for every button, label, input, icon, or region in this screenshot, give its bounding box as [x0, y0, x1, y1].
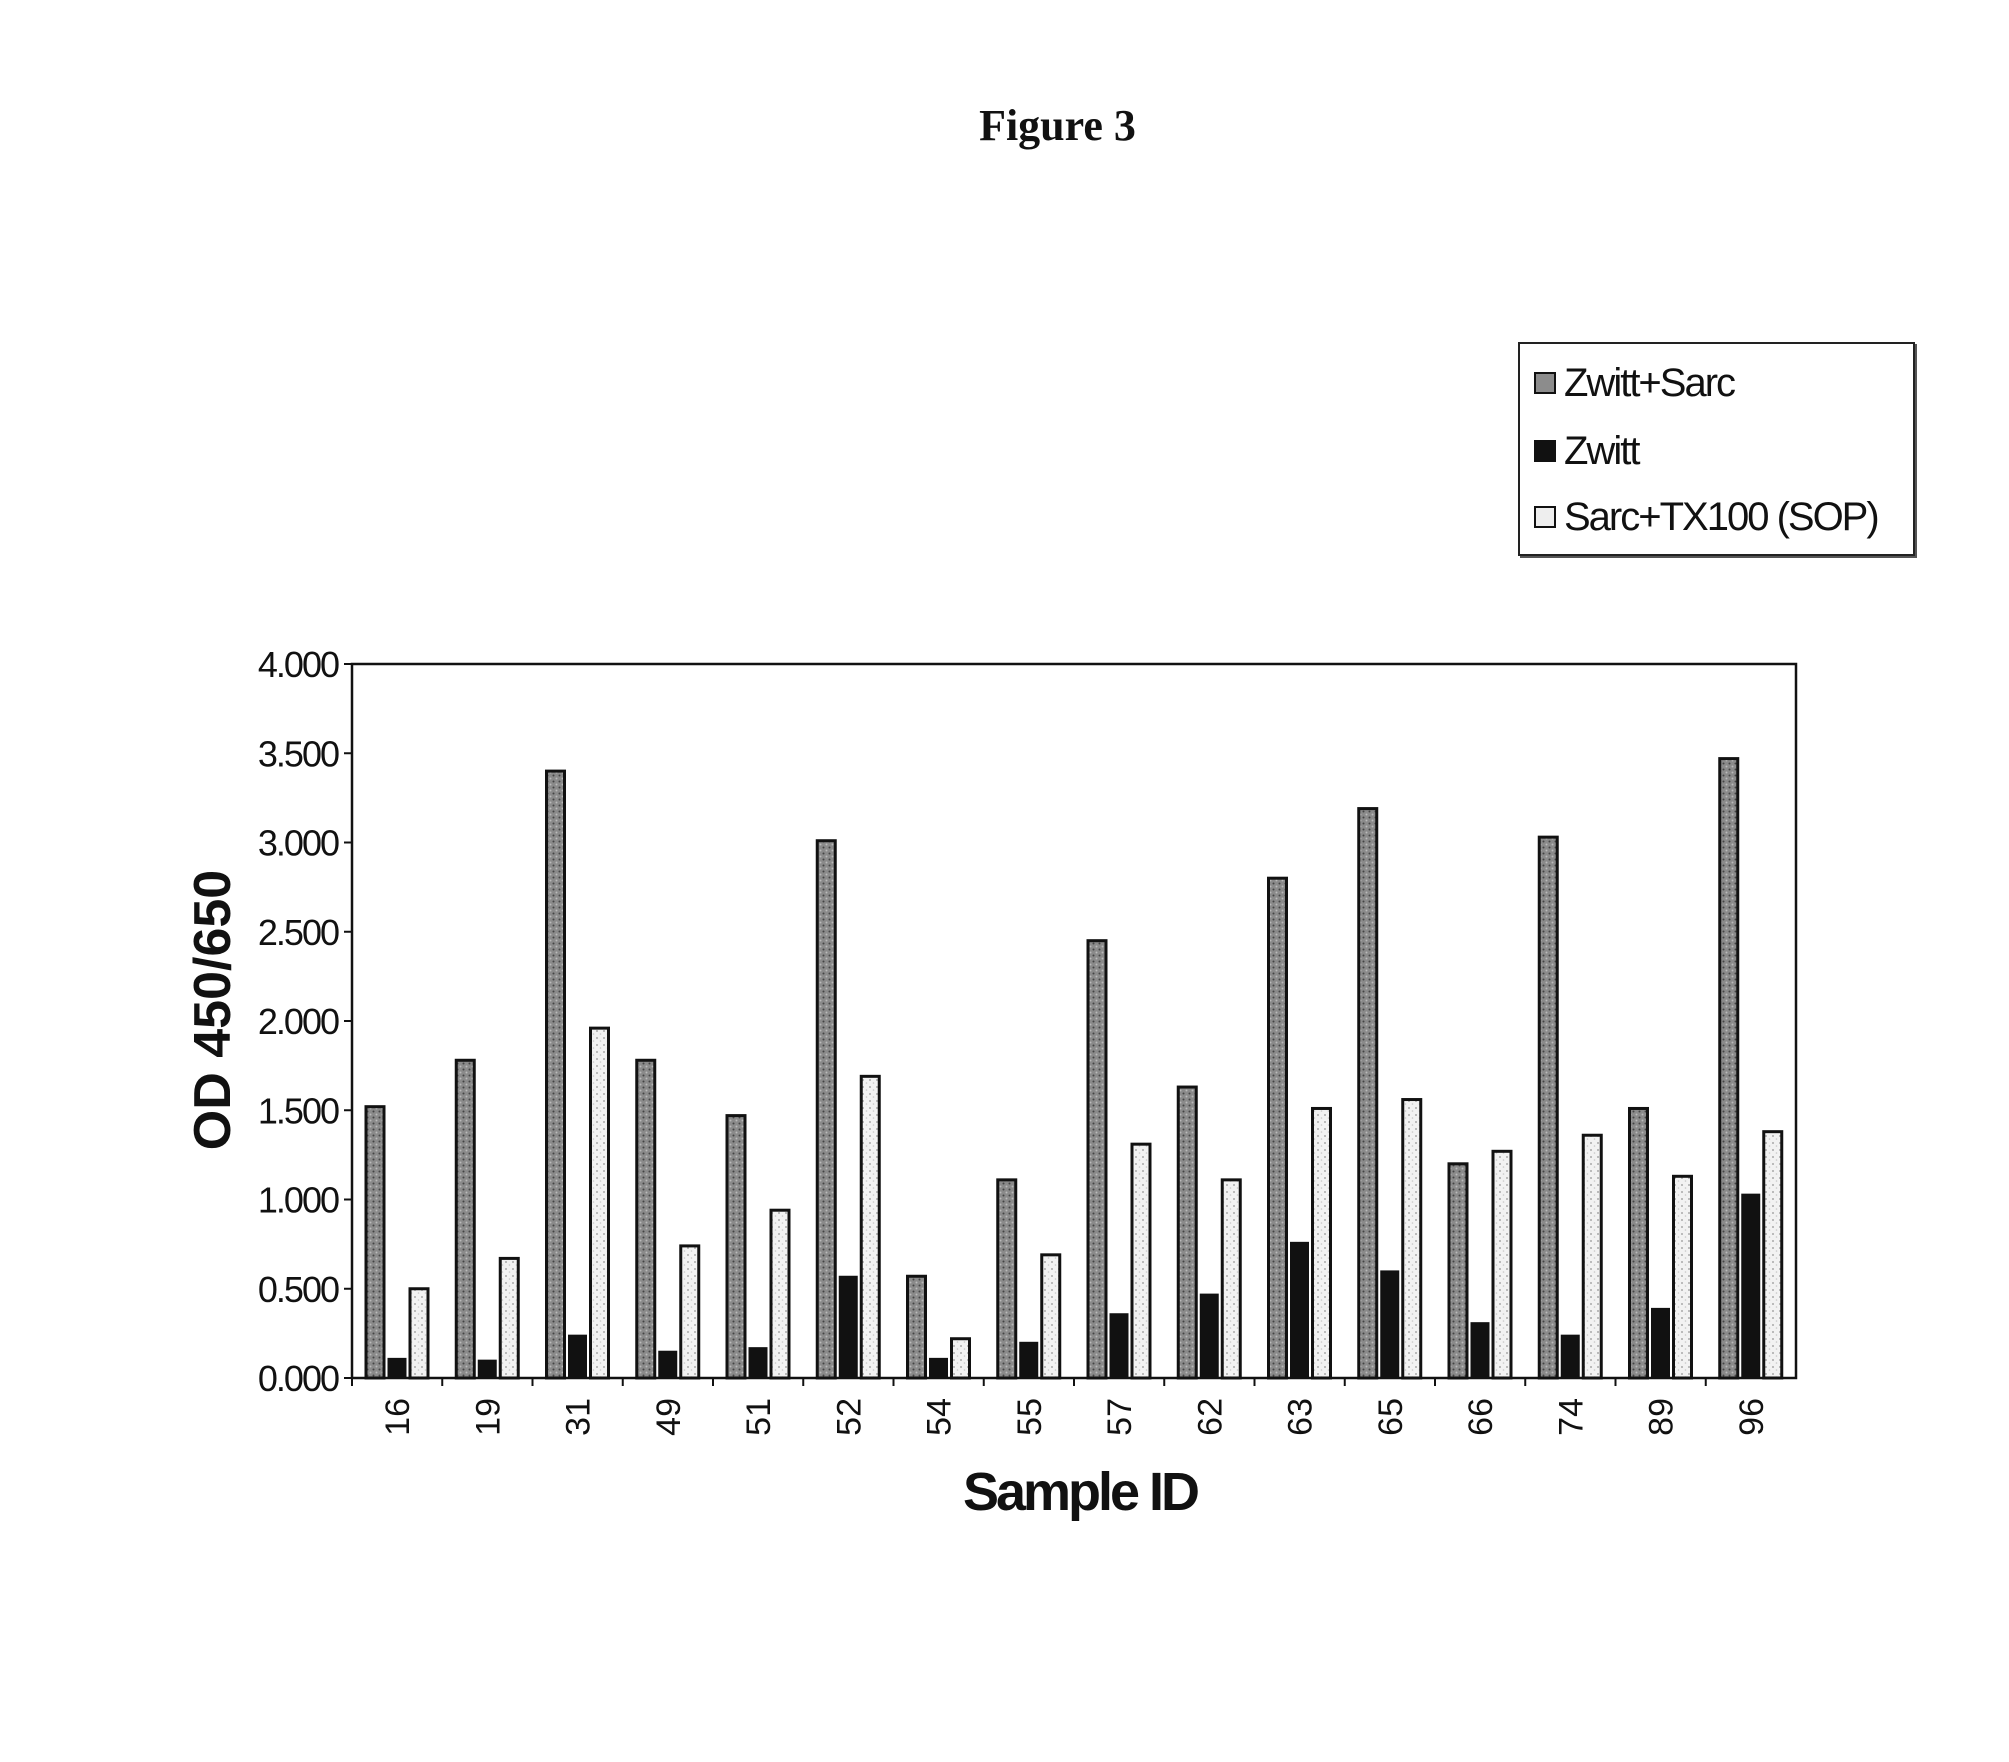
- bar-zwitt-sarc-55: [998, 1180, 1016, 1378]
- bar-zwitt-62: [1200, 1294, 1218, 1378]
- bar-zwitt-sarc-96: [1720, 759, 1738, 1378]
- bar-zwitt-sarc-66: [1449, 1164, 1467, 1378]
- bar-zwitt-52: [839, 1276, 857, 1378]
- bar-sarc-tx100-sop-89: [1674, 1176, 1692, 1378]
- bar-zwitt-57: [1110, 1314, 1128, 1378]
- bar-zwitt-sarc-89: [1630, 1108, 1648, 1378]
- bar-zwitt-54: [930, 1358, 948, 1378]
- bar-zwitt-sarc-62: [1178, 1087, 1196, 1378]
- bar-sarc-tx100-sop-57: [1132, 1144, 1150, 1378]
- x-tick-label-31: 31: [560, 1398, 598, 1436]
- plot-area-frame: [352, 664, 1796, 1378]
- x-tick-label-16: 16: [379, 1398, 417, 1436]
- bar-zwitt-63: [1291, 1242, 1309, 1378]
- bar-sarc-tx100-sop-66: [1493, 1151, 1511, 1378]
- bar-zwitt-sarc-51: [727, 1116, 745, 1378]
- y-tick-label: 0.000: [258, 1358, 339, 1399]
- x-tick-label-74: 74: [1552, 1398, 1590, 1436]
- bar-sarc-tx100-sop-19: [500, 1258, 518, 1378]
- bar-zwitt-19: [478, 1360, 496, 1378]
- bar-zwitt-sarc-49: [637, 1060, 655, 1378]
- y-tick-label: 2.000: [258, 1001, 339, 1042]
- bar-zwitt-89: [1652, 1308, 1670, 1378]
- bar-sarc-tx100-sop-52: [861, 1076, 879, 1378]
- y-tick-label: 1.000: [258, 1180, 339, 1221]
- bar-zwitt-sarc-65: [1359, 809, 1377, 1378]
- y-tick-label: 3.500: [258, 733, 339, 774]
- x-tick-label-19: 19: [469, 1398, 507, 1436]
- y-tick-label: 0.500: [258, 1269, 339, 1310]
- bar-zwitt-31: [569, 1335, 587, 1378]
- bar-sarc-tx100-sop-74: [1583, 1135, 1601, 1378]
- bar-zwitt-sarc-74: [1539, 837, 1557, 1378]
- bar-sarc-tx100-sop-96: [1764, 1132, 1782, 1378]
- x-tick-label-52: 52: [830, 1398, 868, 1436]
- bar-zwitt-49: [659, 1351, 677, 1378]
- x-axis-title: Sample ID: [963, 1462, 1198, 1522]
- bar-sarc-tx100-sop-31: [591, 1028, 609, 1378]
- bar-sarc-tx100-sop-55: [1042, 1255, 1060, 1378]
- x-tick-label-65: 65: [1372, 1398, 1410, 1436]
- x-tick-label-66: 66: [1462, 1398, 1500, 1436]
- bar-zwitt-sarc-19: [456, 1060, 474, 1378]
- bar-zwitt-sarc-31: [547, 771, 565, 1378]
- bar-zwitt-66: [1471, 1323, 1489, 1378]
- y-tick-label: 3.000: [258, 823, 339, 864]
- x-tick-label-89: 89: [1643, 1398, 1681, 1436]
- bar-zwitt-16: [388, 1358, 406, 1378]
- bar-zwitt-55: [1020, 1342, 1038, 1378]
- x-tick-label-63: 63: [1282, 1398, 1320, 1436]
- bar-zwitt-96: [1742, 1194, 1760, 1378]
- bar-sarc-tx100-sop-65: [1403, 1100, 1421, 1378]
- x-tick-label-54: 54: [921, 1398, 959, 1436]
- bar-sarc-tx100-sop-63: [1313, 1108, 1331, 1378]
- bar-zwitt-65: [1381, 1271, 1399, 1378]
- y-tick-label: 1.500: [258, 1090, 339, 1131]
- bar-sarc-tx100-sop-16: [410, 1289, 428, 1378]
- bar-sarc-tx100-sop-62: [1222, 1180, 1240, 1378]
- bar-sarc-tx100-sop-49: [681, 1246, 699, 1378]
- bar-zwitt-74: [1561, 1335, 1579, 1378]
- bar-zwitt-sarc-52: [817, 841, 835, 1378]
- y-tick-label: 4.000: [258, 644, 339, 685]
- x-tick-label-96: 96: [1733, 1398, 1771, 1436]
- bar-sarc-tx100-sop-54: [952, 1339, 970, 1378]
- bar-zwitt-sarc-63: [1269, 878, 1287, 1378]
- bar-zwitt-sarc-54: [908, 1276, 926, 1378]
- x-tick-label-49: 49: [650, 1398, 688, 1436]
- x-tick-label-62: 62: [1191, 1398, 1229, 1436]
- bar-zwitt-sarc-57: [1088, 941, 1106, 1378]
- bar-sarc-tx100-sop-51: [771, 1210, 789, 1378]
- bar-zwitt-sarc-16: [366, 1107, 384, 1378]
- y-axis-title: OD 450/650: [184, 870, 242, 1150]
- y-tick-label: 2.500: [258, 912, 339, 953]
- bars-group: [366, 759, 1782, 1378]
- bar-zwitt-51: [749, 1348, 767, 1378]
- x-tick-label-55: 55: [1011, 1398, 1049, 1436]
- x-tick-label-57: 57: [1101, 1398, 1139, 1436]
- x-tick-label-51: 51: [740, 1398, 778, 1436]
